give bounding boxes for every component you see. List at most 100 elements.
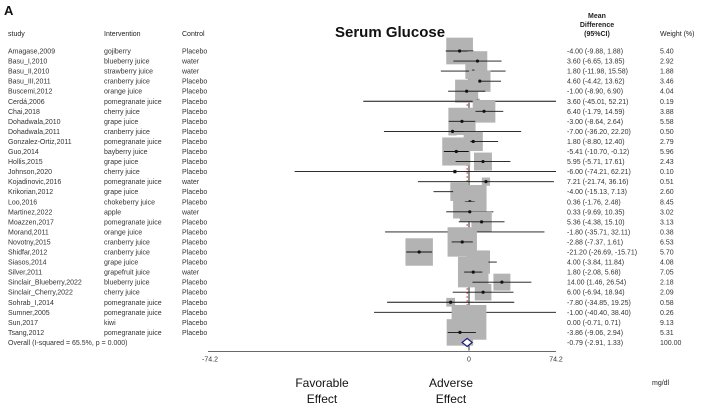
study-name: Guo,2014 [8,149,39,156]
study-intervention: grape juice [104,159,138,166]
study-ci-text: -4.00 (-15.13, 7.13) [567,189,627,196]
study-name: Chai,2018 [8,109,40,116]
point-estimate [482,109,486,113]
overall-label: Overall (I-squared = 65.5%, p = 0.000) [8,340,127,347]
study-ci-text: 1.80 (-2.08, 5.68) [567,270,621,277]
study-weight: 8.45 [660,199,674,206]
study-name: Sun,2017 [8,320,38,327]
adverse-effect-label-line2: Effect [436,392,467,406]
study-intervention: cherry juice [104,109,140,116]
study-ci-text: 3.60 (-45.01, 52.21) [567,99,629,106]
study-control: Placebo [182,300,207,307]
study-control: Placebo [182,219,207,226]
study-ci-text: 5.36 (-4.38, 15.10) [567,219,625,226]
point-estimate [484,180,488,184]
study-ci-text: 4.00 (-3.84, 11.84) [567,260,624,267]
study-ci-text: 0.36 (-1.76, 2.48) [567,199,621,206]
study-intervention: blueberry juice [104,59,150,66]
x-tick-left: -74.2 [202,356,218,363]
x-axis-unit: mg/dl [652,380,670,387]
header-study: study [8,31,25,38]
study-rows: Amagase,2009 gojiberry Placebo -4.00 (-9.88… [8,37,682,351]
point-estimate [481,290,485,294]
overall-weight: 100.00 [660,340,682,347]
study-weight: 7.05 [660,270,674,277]
study-control: Placebo [182,229,207,236]
study-intervention: chokeberry juice [104,199,155,206]
study-ci-text: 0.00 (-0.71, 0.71) [567,320,621,327]
study-ci-text: -7.00 (-36.20, 22.20) [567,129,631,136]
study-ci-text: -3.86 (-9.06, 2.94) [567,330,623,337]
study-control: Placebo [182,149,207,156]
study-intervention: pomegranate juice [104,330,162,337]
study-name: Dohadwala,2010 [8,119,61,126]
header-mean-difference-line2: Difference [580,22,614,29]
study-control: Placebo [182,260,207,267]
study-control: Placebo [182,129,207,136]
study-control: Placebo [182,280,207,287]
study-ci-text: 6.40 (-1.79, 14.59) [567,109,625,116]
study-ci-text: -7.80 (-34.85, 19.25) [567,300,631,307]
point-estimate [417,250,421,254]
study-weight: 5.96 [660,149,674,156]
study-ci-text: -1.80 (-35.71, 32.11) [567,229,630,236]
study-weight: 0.51 [660,179,674,186]
study-name: Dohadwala,2011 [8,129,60,136]
point-estimate [475,59,480,63]
study-ci-text: -3.00 (-8.64, 2.64) [567,119,623,126]
study-control: water [181,209,200,216]
study-name: Sinclair_Cherry,2022 [8,290,73,297]
study-control: Placebo [182,330,207,337]
study-control: Placebo [182,239,207,246]
study-name: Krikorian,2012 [8,189,53,196]
study-intervention: cranberry juice [104,239,150,246]
study-control: Placebo [182,310,207,317]
point-estimate [454,149,458,154]
study-name: Sohrab_I,2014 [8,300,54,307]
study-weight: 2.92 [660,59,674,66]
study-weight: 0.26 [660,310,674,317]
point-estimate [465,89,469,93]
point-estimate [481,159,485,164]
point-estimate [468,210,472,214]
study-weight: 1.88 [660,69,674,76]
study-ci-text: 1.80 (-8.80, 12.40) [567,139,625,146]
study-weight: 5.31 [660,330,674,337]
study-control: Placebo [182,49,207,56]
study-ci-text: -6.00 (-74.21, 62.21) [567,169,631,176]
study-name: Basu_III,2011 [8,79,51,86]
study-ci-text: -1.00 (-8.90, 6.90) [567,89,623,96]
study-weight: 4.04 [660,89,674,96]
study-weight: 0.58 [660,300,674,307]
study-control: water [181,179,200,186]
study-intervention: cranberry juice [104,129,150,136]
study-control: Placebo [182,109,207,116]
study-intervention: strawberry juice [104,69,153,76]
header-intervention: Intervention [104,31,141,38]
study-ci-text: -21.20 (-26.69, -15.71) [567,250,637,257]
study-intervention: cranberry juice [104,79,150,86]
study-control: Placebo [182,290,207,297]
study-name: Siasos,2014 [8,260,47,267]
header-mean-difference-line3: (95%CI) [584,31,610,38]
study-control: water [181,270,200,277]
study-weight: 5.40 [660,49,674,56]
study-control: Placebo [182,250,207,257]
study-intervention: kiwi [104,320,116,327]
study-intervention: apple [104,209,121,216]
favorable-effect-label-line1: Favorable [295,376,349,390]
study-weight: 6.53 [660,239,674,246]
header-control: Control [182,31,205,38]
adverse-effect-label-line1: Adverse [429,376,473,390]
study-weight: 5.70 [660,250,674,257]
study-weight: 9.13 [660,320,674,327]
study-control: Placebo [182,159,207,166]
study-weight: 2.60 [660,189,674,196]
study-intervention: bayberry juice [104,149,148,156]
point-estimate [460,119,464,123]
study-intervention: grapefruit juice [104,270,150,277]
study-control: Placebo [182,79,207,86]
study-weight: 2.79 [660,139,674,146]
panel-label: A [4,3,14,18]
